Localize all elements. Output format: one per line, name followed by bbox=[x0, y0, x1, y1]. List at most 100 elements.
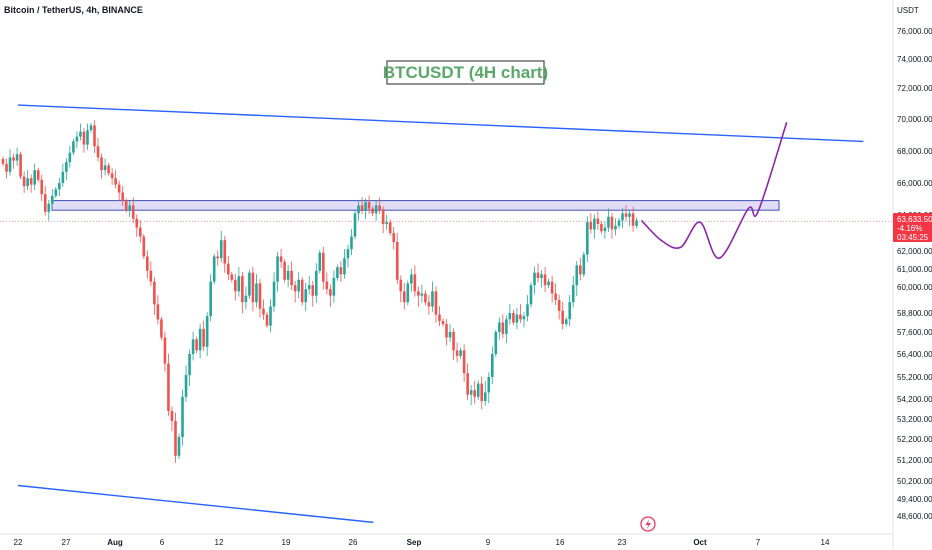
candle-body bbox=[371, 208, 374, 214]
candle-body bbox=[86, 130, 89, 145]
candle bbox=[399, 275, 403, 303]
candle-body bbox=[483, 392, 487, 401]
candle bbox=[332, 270, 336, 303]
candle bbox=[600, 221, 603, 234]
candle-body bbox=[624, 213, 628, 217]
candle bbox=[205, 312, 209, 357]
candle bbox=[188, 349, 191, 387]
candle bbox=[529, 282, 533, 308]
candle bbox=[381, 206, 385, 234]
candle-body bbox=[568, 302, 572, 320]
candle-body bbox=[399, 279, 403, 292]
candle bbox=[283, 259, 286, 283]
candle bbox=[198, 323, 202, 359]
candle-body bbox=[33, 170, 36, 185]
candle-body bbox=[540, 274, 543, 278]
candle-body bbox=[153, 281, 156, 305]
time-tick-label: 27 bbox=[62, 538, 71, 547]
candle bbox=[226, 256, 230, 281]
candle bbox=[195, 336, 198, 354]
time-tick-label: 12 bbox=[215, 538, 224, 547]
lightning-icon[interactable] bbox=[640, 516, 656, 532]
candle-body bbox=[195, 339, 198, 351]
candle-body bbox=[82, 131, 86, 145]
candle-body bbox=[15, 154, 19, 161]
price-tick-label: 54,200.00 bbox=[897, 395, 932, 404]
candle bbox=[100, 153, 103, 179]
candle bbox=[610, 212, 614, 239]
candle bbox=[402, 283, 406, 310]
candle bbox=[628, 209, 631, 226]
candle bbox=[121, 185, 124, 206]
candle-body bbox=[357, 205, 360, 214]
candle bbox=[258, 279, 262, 318]
candle-body bbox=[424, 293, 427, 303]
candle-body bbox=[322, 252, 325, 282]
symbol-label: Bitcoin / TetherUS, 4h, BINANCE bbox=[4, 5, 143, 15]
candle-body bbox=[40, 179, 44, 195]
candle bbox=[293, 280, 297, 303]
candle bbox=[438, 306, 441, 327]
candle-body bbox=[138, 227, 142, 237]
candle bbox=[160, 316, 163, 341]
candle bbox=[410, 268, 413, 292]
candle-body bbox=[156, 304, 160, 320]
candle bbox=[135, 214, 139, 237]
price-tag: 63,633.50 -4.16% 03:45:25 bbox=[893, 213, 932, 242]
candle-body bbox=[353, 213, 357, 237]
candle bbox=[12, 153, 15, 169]
candle-body bbox=[43, 194, 47, 212]
candle bbox=[131, 197, 135, 223]
price-tag-change: -4.16% bbox=[897, 224, 922, 233]
candle-body bbox=[191, 339, 195, 354]
candle-body bbox=[402, 291, 406, 303]
candle bbox=[93, 120, 96, 153]
candle bbox=[589, 213, 593, 234]
candle-body bbox=[332, 278, 336, 296]
candle bbox=[146, 250, 149, 279]
candle-body bbox=[160, 319, 163, 338]
candle bbox=[445, 318, 448, 346]
candle-body bbox=[311, 285, 315, 296]
time-tick-label: 19 bbox=[282, 538, 291, 547]
candle-body bbox=[96, 146, 100, 158]
candle bbox=[624, 205, 628, 222]
candle bbox=[128, 200, 132, 218]
candle bbox=[75, 131, 79, 149]
candle bbox=[279, 248, 283, 268]
candle-body bbox=[163, 337, 167, 364]
candle bbox=[29, 174, 33, 193]
candle bbox=[459, 347, 462, 359]
candle bbox=[142, 233, 146, 260]
candle-body bbox=[100, 157, 103, 171]
candle bbox=[276, 252, 279, 292]
candle bbox=[170, 406, 174, 432]
candle bbox=[557, 294, 561, 320]
price-tick-label: 57,600.00 bbox=[897, 328, 932, 337]
candle bbox=[452, 328, 455, 360]
candle bbox=[230, 271, 234, 283]
candle-body bbox=[554, 293, 557, 300]
candle-body bbox=[198, 328, 202, 351]
candle-body bbox=[494, 332, 498, 354]
price-tick-label: 60,000.00 bbox=[897, 283, 932, 292]
candle bbox=[237, 267, 241, 297]
candle bbox=[476, 380, 480, 400]
candle bbox=[191, 331, 195, 361]
candle bbox=[617, 217, 621, 229]
candle bbox=[58, 177, 61, 197]
candle bbox=[61, 163, 65, 187]
candle-body bbox=[29, 178, 33, 185]
time-tick-label: 6 bbox=[160, 538, 165, 547]
candle-body bbox=[19, 154, 22, 177]
candle bbox=[487, 372, 491, 404]
candle-body bbox=[8, 157, 12, 172]
candle-body bbox=[434, 291, 438, 315]
candle-body bbox=[346, 249, 350, 259]
candle-body bbox=[343, 258, 346, 275]
price-tick-label: 66,000.00 bbox=[897, 179, 932, 188]
time-tick-label: 9 bbox=[486, 538, 491, 547]
candle-body bbox=[512, 313, 515, 323]
